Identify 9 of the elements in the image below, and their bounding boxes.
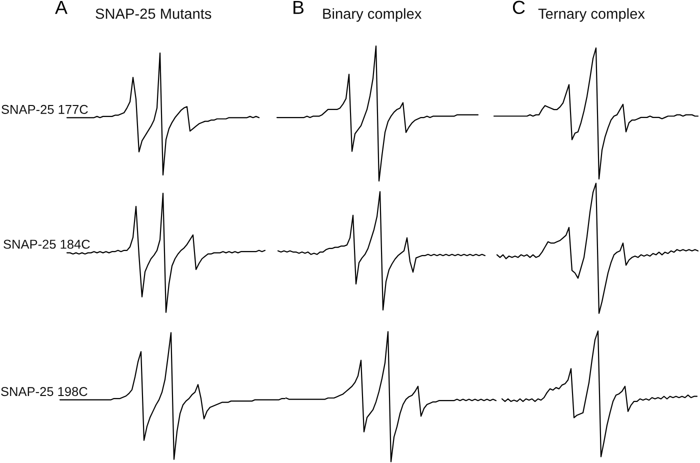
y-axis-title: SNAP-25 184C (4, 240, 90, 249)
text: A (55, 0, 68, 14)
chart-title: Binary complex (323, 8, 422, 22)
text: B (294, 0, 304, 14)
y-axis-title: SNAP-25 177C (2, 104, 88, 114)
y-axis-title: SNAP-25 198C (1, 387, 88, 396)
chart-title: Ternary complex (538, 8, 645, 22)
chart-title: SNAP-25 Mutants (96, 8, 212, 19)
text: C (512, 0, 525, 14)
